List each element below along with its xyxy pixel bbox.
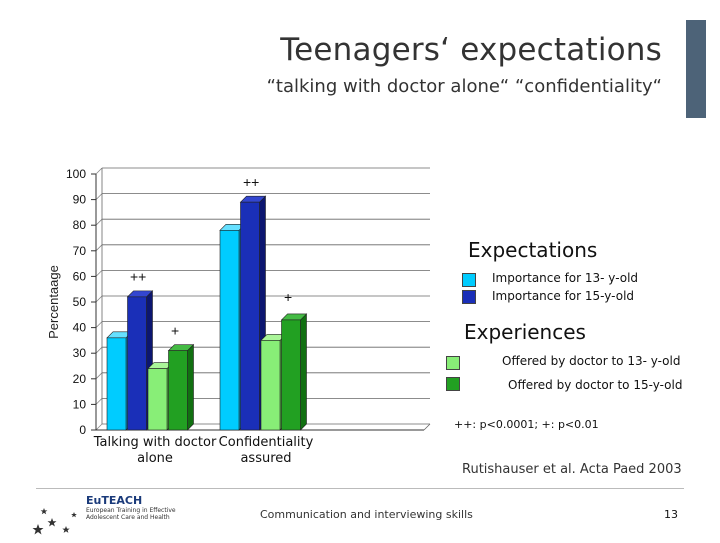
y-tick-label-70: 70 <box>73 244 87 258</box>
bar-s0-c1 <box>219 230 240 431</box>
grid-depth-20 <box>95 372 103 380</box>
legend-swatch-importance-13 <box>462 273 476 287</box>
footer-divider <box>36 488 684 489</box>
eutech-logo: EuTEACH European Training in Effective A… <box>30 494 190 538</box>
bar-s3-c1 <box>281 319 301 431</box>
logo-name: EuTEACH <box>86 494 143 507</box>
slide-subtitle: “talking with doctor alone“ “confidentia… <box>266 76 662 97</box>
y-tick-label-60: 60 <box>73 269 87 283</box>
legend-item-offered-13: Offered by doctor to 13- y-old <box>502 354 681 368</box>
grid-depth-70 <box>95 244 103 252</box>
grid-depth-90 <box>95 193 103 200</box>
significance-marker-2: ++ <box>243 174 259 190</box>
category-label-0-line-1: alone <box>137 451 173 466</box>
category-label-1-line-1: assured <box>240 451 291 466</box>
footer-text: Communication and interviewing skills <box>260 508 473 521</box>
significance-marker-0: ++ <box>130 269 146 285</box>
grid-depth-50 <box>95 295 103 303</box>
page-number: 13 <box>664 508 678 521</box>
bar-chart: Percentaage0102030405060708090100++++++T… <box>46 167 431 466</box>
citation: Rutishauser et al. Acta Paed 2003 <box>462 462 682 477</box>
bar-s3-c0 <box>168 350 188 431</box>
legend-item-importance-15: Importance for 15-y-old <box>492 289 635 303</box>
grid-depth-60 <box>95 270 103 277</box>
bar-s1-c0 <box>127 296 147 431</box>
significance-marker-3: + <box>284 289 292 305</box>
category-label-0-line-0: Talking with doctor <box>93 435 217 450</box>
logo-tagline: European Training in Effective Adolescen… <box>86 507 176 521</box>
bar-s2-c0 <box>147 368 168 431</box>
bar-s2-c1 <box>260 340 281 431</box>
legend-swatch-importance-15 <box>462 290 476 304</box>
bar-side-s3-c0 <box>187 343 194 431</box>
floor-edge <box>423 423 431 431</box>
bar-s0-c0 <box>106 337 127 431</box>
significance-note: ++: p<0.0001; +: p<0.01 <box>454 418 599 431</box>
category-label-1-line-0: Confidentiality <box>219 435 314 450</box>
y-tick-label-30: 30 <box>73 346 87 360</box>
stars-icon <box>32 508 77 535</box>
y-tick-label-50: 50 <box>73 295 87 309</box>
legend-swatch-offered-15 <box>446 377 460 391</box>
y-tick-label-0: 0 <box>79 423 86 437</box>
y-tick-label-100: 100 <box>66 167 86 181</box>
legend-item-importance-13: Importance for 13- y-old <box>492 271 639 285</box>
legend-item-offered-15: Offered by doctor to 15-y-old <box>508 378 683 392</box>
grid-depth-0 <box>95 423 103 431</box>
y-tick-label-90: 90 <box>73 193 87 207</box>
slide-title: Teenagers‘ expectations <box>280 32 662 68</box>
legend-heading-expectations: Expectations <box>468 238 598 262</box>
y-tick-label-40: 40 <box>73 321 87 335</box>
y-axis-label: Percentaage <box>46 265 61 339</box>
bar-side-s3-c1 <box>300 313 307 431</box>
grid-depth-10 <box>95 398 103 405</box>
grid-depth-40 <box>95 321 103 328</box>
grid-depth-100 <box>95 167 103 175</box>
accent-bar <box>686 20 706 118</box>
bar-s1-c1 <box>240 201 260 431</box>
grid-depth-80 <box>95 218 103 226</box>
y-tick-label-10: 10 <box>73 397 87 411</box>
legend-swatch-offered-13 <box>446 356 460 370</box>
y-tick-label-20: 20 <box>73 372 87 386</box>
significance-marker-1: + <box>171 322 179 338</box>
legend-heading-experiences: Experiences <box>464 320 586 344</box>
grid-depth-30 <box>95 346 103 354</box>
y-tick-label-80: 80 <box>73 218 87 232</box>
